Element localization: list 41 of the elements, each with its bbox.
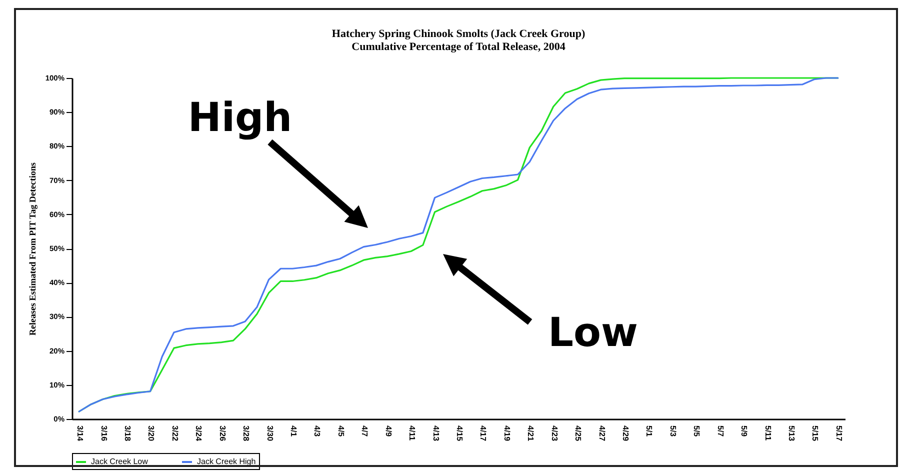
x-tick-label: 3/14	[76, 426, 85, 442]
annotation: High	[188, 94, 292, 141]
chart-title: Hatchery Spring Chinook Smolts (Jack Creek Group)	[332, 28, 586, 40]
legend-label: Jack Creek Low	[91, 457, 148, 466]
line-series	[78, 77, 839, 412]
x-tick-label: 4/1	[289, 426, 298, 438]
x-tick-label: 5/1	[644, 426, 654, 438]
annotation: Low	[548, 310, 638, 356]
x-tick-label: 5/17	[834, 426, 844, 442]
x-tick-label: 4/13	[431, 426, 440, 442]
x-tick-label: 4/5	[336, 426, 346, 438]
chart-subtitle: Cumulative Percentage of Total Release, 2004	[352, 41, 566, 53]
x-tick-label: 3/24	[194, 426, 204, 442]
x-tick-label: 4/17	[478, 426, 488, 442]
x-tick-label: 3/18	[123, 426, 132, 442]
x-tick-label: 5/3	[668, 426, 678, 438]
x-tick-label: 4/23	[550, 426, 559, 442]
x-tick-label: 3/20	[146, 426, 156, 442]
x-tick-label: 3/22	[170, 426, 180, 442]
x-tick-label: 3/16	[99, 426, 108, 442]
x-tick-label: 4/27	[597, 426, 606, 442]
x-tick-label: 5/15	[810, 426, 820, 442]
legend-label: Jack Creek High	[197, 457, 256, 466]
x-tick-label: 4/7	[360, 426, 370, 438]
x-tick-label: 4/15	[455, 426, 464, 442]
x-tick-label: 4/3	[312, 426, 322, 438]
x-tick-label: 4/19	[502, 426, 512, 442]
x-tick-label: 5/9	[740, 426, 749, 438]
x-tick-label: 3/28	[242, 426, 251, 442]
x-tick-label: 3/26	[218, 426, 227, 442]
x-tick-label: 5/5	[692, 426, 702, 438]
x-tick-label: 4/25	[574, 426, 583, 442]
x-tick-label: 5/7	[716, 426, 725, 438]
x-tick-label: 3/30	[265, 426, 274, 442]
y-axis-title: Releases Estimated From PIT Tag Detections	[27, 162, 38, 336]
x-tick-label: 5/11	[763, 426, 772, 442]
x-tick-label: 4/29	[620, 426, 630, 442]
x-tick-label: 5/13	[786, 426, 796, 442]
x-tick-label: 4/21	[526, 426, 536, 442]
x-tick-label: 4/11	[408, 426, 417, 442]
x-tick-label: 4/9	[384, 426, 393, 438]
